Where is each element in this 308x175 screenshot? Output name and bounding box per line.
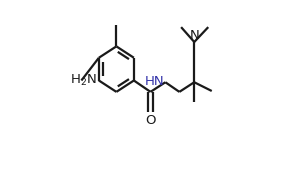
Text: N: N bbox=[189, 29, 199, 42]
Text: H$_2$N: H$_2$N bbox=[70, 73, 97, 88]
Text: O: O bbox=[145, 114, 156, 127]
Text: HN: HN bbox=[145, 75, 165, 88]
